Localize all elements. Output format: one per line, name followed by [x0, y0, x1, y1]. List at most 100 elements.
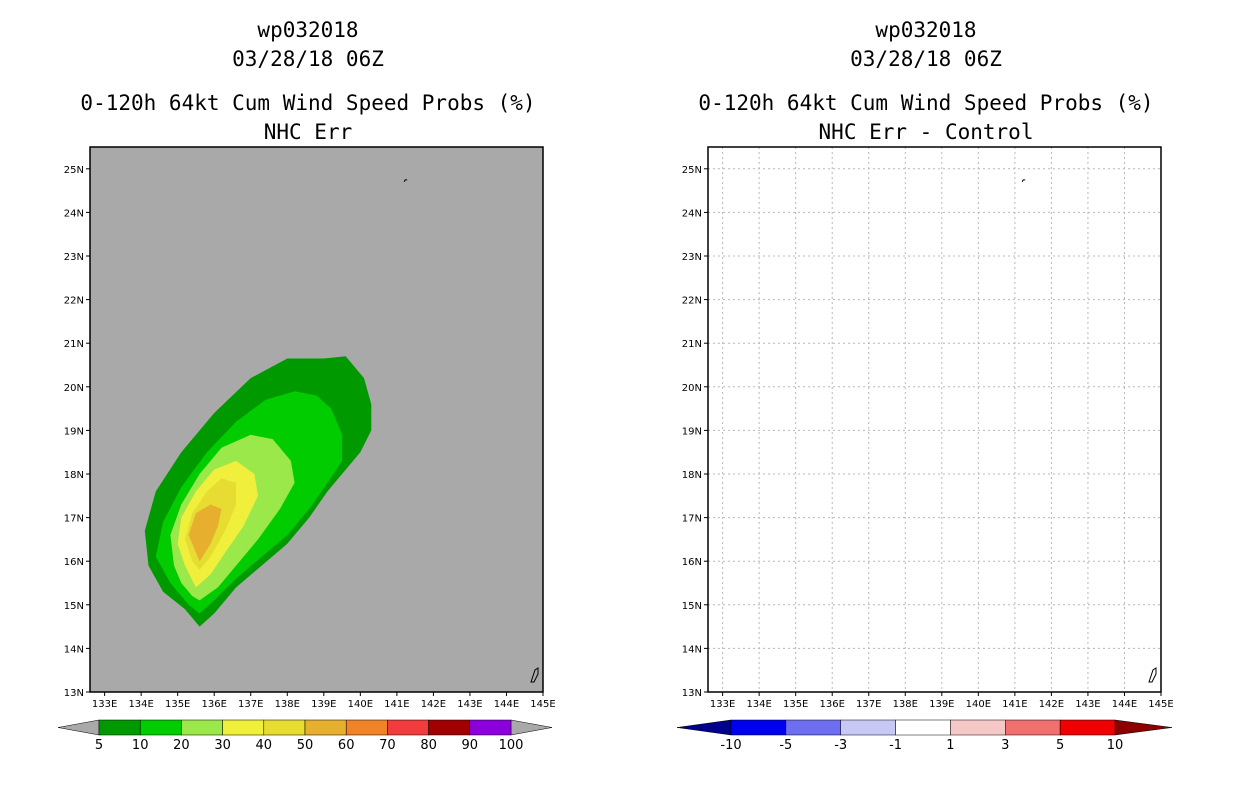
- colorbar-label: 40: [256, 738, 273, 753]
- colorbar-extend-low: [676, 719, 732, 736]
- colorbar-swatch: [428, 719, 471, 736]
- x-tick-label: 135E: [165, 699, 190, 710]
- y-tick-label: 20N: [682, 383, 702, 394]
- right-map-panel: 133E 134E 135E 136E 137E 138E 139E 140E 141E 142E…: [682, 146, 1174, 710]
- colorbar-extend-low: [57, 719, 100, 736]
- colorbar-label: 3: [1001, 738, 1009, 753]
- right-title-main: 0-120h 64kt Cum Wind Speed Probs (%): [698, 91, 1154, 115]
- y-tick-label: 19N: [64, 426, 84, 437]
- y-tick-label: 13N: [64, 688, 84, 699]
- right-title-sub: NHC Err - Control: [818, 120, 1034, 144]
- colorbar-label: 5: [95, 738, 103, 753]
- x-tick-label: 142E: [421, 699, 446, 710]
- x-tick-label: 133E: [92, 699, 117, 710]
- x-tick-label: 142E: [1039, 699, 1064, 710]
- y-tick-label: 14N: [64, 644, 84, 655]
- y-tick-label: 24N: [64, 208, 84, 219]
- x-tick-label: 133E: [710, 699, 735, 710]
- colorbar-label: 60: [338, 738, 355, 753]
- y-tick-label: 16N: [64, 557, 84, 568]
- colorbar-swatch: [222, 719, 265, 736]
- x-tick-label: 140E: [966, 699, 991, 710]
- left-colorbar: 5 10 20 30 40 50 60 70 80 90 100: [57, 719, 553, 753]
- colorbar-label: 80: [420, 738, 437, 753]
- y-tick-label: 18N: [682, 470, 702, 481]
- y-tick-label: 17N: [682, 514, 702, 525]
- colorbar-label: 5: [1056, 738, 1064, 753]
- right-title-time: 03/28/18 06Z: [850, 47, 1002, 71]
- y-tick-label: 17N: [64, 514, 84, 525]
- colorbar-label: 70: [379, 738, 396, 753]
- guam-outline: [1148, 667, 1157, 683]
- y-tick-label: 13N: [682, 688, 702, 699]
- y-tick-label: 23N: [64, 252, 84, 263]
- colorbar-label: -5: [779, 738, 792, 753]
- colorbar-swatch: [840, 719, 896, 736]
- colorbar-swatch: [181, 719, 223, 736]
- colorbar-label: 20: [173, 738, 190, 753]
- colorbar-swatch: [345, 719, 388, 736]
- left-title-sub: NHC Err: [263, 120, 353, 144]
- y-tick-label: 21N: [682, 339, 702, 350]
- colorbar-swatch: [1005, 719, 1061, 736]
- x-tick-label: 144E: [494, 699, 519, 710]
- y-tick-label: 15N: [64, 601, 84, 612]
- x-tick-label: 134E: [128, 699, 153, 710]
- x-tick-label: 138E: [275, 699, 300, 710]
- left-title-time: 03/28/18 06Z: [232, 47, 384, 71]
- guam-outline: [530, 667, 539, 683]
- y-tick-label: 16N: [682, 557, 702, 568]
- left-title-storm: wp032018: [257, 18, 359, 42]
- y-tick-label: 22N: [64, 296, 84, 307]
- x-tick-label: 136E: [202, 699, 227, 710]
- y-tick-label: 22N: [682, 296, 702, 307]
- y-tick-label: 18N: [64, 470, 84, 481]
- y-tick-label: 15N: [682, 601, 702, 612]
- y-tick-label: 24N: [682, 208, 702, 219]
- map-frame: [89, 146, 544, 693]
- y-tick-label: 19N: [682, 426, 702, 437]
- x-tick-label: 137E: [238, 699, 263, 710]
- x-tick-label: 145E: [530, 699, 555, 710]
- colorbar-swatch: [895, 719, 951, 736]
- y-tick-label: 14N: [682, 644, 702, 655]
- y-tick-label: 25N: [682, 165, 702, 176]
- left-map-panel: 133E 134E 135E 136E 137E 138E 139E 140E 141E 142E…: [64, 146, 556, 710]
- colorbar-label: 50: [297, 738, 314, 753]
- right-colorbar: -10 -5 -3 -1 1 3 5 10: [676, 719, 1173, 753]
- colorbar-swatch: [950, 719, 1006, 736]
- colorbar-label: 100: [499, 738, 524, 753]
- island-marker: [1021, 179, 1026, 183]
- colorbar-swatch: [387, 719, 429, 736]
- x-tick-label: 135E: [783, 699, 808, 710]
- colorbar-label: 30: [214, 738, 231, 753]
- colorbar-swatch: [98, 719, 141, 736]
- x-tick-label: 139E: [929, 699, 954, 710]
- x-tick-label: 137E: [856, 699, 881, 710]
- colorbar-swatch: [139, 719, 182, 736]
- x-tick-label: 140E: [348, 699, 373, 710]
- colorbar-label: -1: [889, 738, 902, 753]
- x-tick-label: 143E: [1075, 699, 1100, 710]
- x-tick-label: 141E: [1002, 699, 1027, 710]
- x-tick-label: 141E: [384, 699, 409, 710]
- colorbar-swatch: [785, 719, 841, 736]
- y-tick-label: 21N: [64, 339, 84, 350]
- colorbar-extend-high: [510, 719, 553, 736]
- colorbar-swatch: [263, 719, 306, 736]
- x-tick-label: 138E: [893, 699, 918, 710]
- colorbar-swatch: [730, 719, 787, 736]
- x-tick-label: 134E: [746, 699, 771, 710]
- colorbar-label: 10: [132, 738, 149, 753]
- map-frame: [707, 146, 1162, 693]
- colorbar-label: -10: [720, 738, 741, 753]
- x-tick-label: 136E: [820, 699, 845, 710]
- colorbar-label: 10: [1107, 738, 1124, 753]
- colorbar-swatch: [469, 719, 512, 736]
- colorbar-label: 90: [462, 738, 479, 753]
- colorbar-swatch: [304, 719, 347, 736]
- island-marker: [403, 179, 408, 183]
- colorbar-extend-high: [1114, 719, 1173, 736]
- x-tick-label: 139E: [311, 699, 336, 710]
